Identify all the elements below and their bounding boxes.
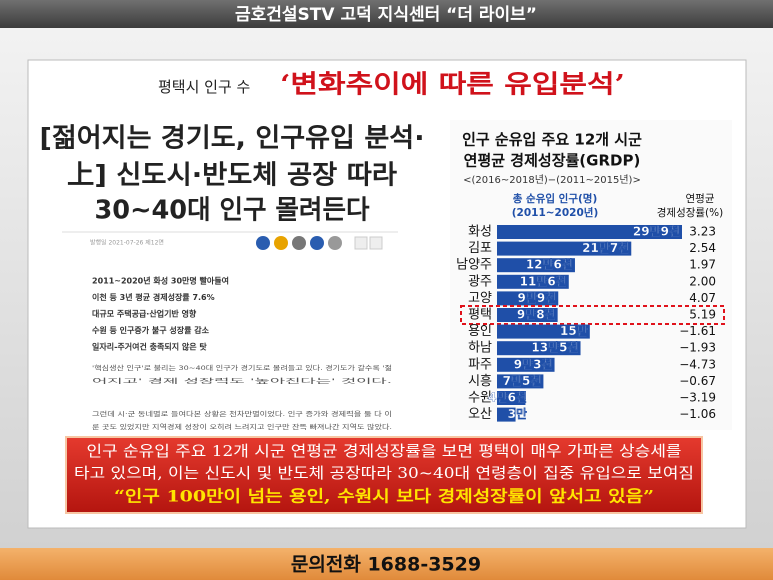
bar [497, 225, 682, 239]
bar [497, 258, 575, 273]
article-bullet: 수원 등 인구증가 불구 성장률 감소 [92, 325, 210, 335]
bar [497, 407, 516, 422]
callout-line: 인구 순유입 주요 12개 시군 연평균 경제성장률을 보면 평택이 매우 가파… [87, 442, 682, 460]
value-label: 9만8천 [517, 307, 556, 322]
share-icon[interactable] [256, 236, 270, 250]
bar [497, 241, 632, 256]
bar [497, 324, 590, 339]
growth-header: 연평균 [686, 193, 715, 205]
series-period: (2011~2020년) [512, 206, 599, 219]
value-label: 11만6천 [520, 273, 567, 288]
bar [497, 291, 559, 306]
growth-value: 2.54 [689, 241, 716, 255]
growth-value: −1.61 [679, 324, 716, 338]
bar [497, 308, 558, 322]
category-label: 오산 [468, 407, 492, 422]
header-title: 금호건설STV 고덕 지식센터 “더 라이브” [235, 5, 537, 25]
share-icon[interactable] [292, 236, 306, 250]
value-label: 3만 [508, 406, 527, 421]
footer-contact: 문의전화 1688-3529 [291, 554, 481, 576]
series-name: 총 순유입 인구(명) [513, 192, 598, 205]
category-label: 김포 [468, 241, 492, 256]
growth-value: 5.19 [689, 308, 716, 322]
category-label: 수원 [468, 391, 492, 406]
slide-title-prefix: 평택시 인구 수 [158, 78, 250, 96]
article-bullet: 대규모 주택공급·산업기반 영향 [92, 309, 197, 319]
slide-title: ‘변화추이에 따른 유입분석’ [280, 70, 625, 99]
growth-value: −4.73 [679, 357, 716, 371]
headline-line: 30~40대 인구 몰려든다 [95, 196, 370, 226]
category-label: 고양 [468, 291, 492, 306]
growth-value: 4.07 [689, 291, 716, 305]
category-label: 시흥 [468, 374, 492, 389]
bar [497, 374, 544, 389]
article-bullet: 이천 등 3년 평균 경제성장률 7.6% [92, 292, 215, 302]
share-icon[interactable] [310, 236, 324, 250]
chart-subtitle: <(2016~2018년)−(2011~2015년)> [463, 174, 641, 186]
article-bullet: 일자리-주거여건 충족되지 않은 탓 [92, 342, 207, 352]
article-meta: 발행일 2021-07-26 제12면 [90, 239, 164, 247]
value-label: 29만9천 [633, 224, 680, 239]
category-label: 하남 [468, 341, 492, 356]
share-icon[interactable] [328, 236, 342, 250]
category-label: 파주 [468, 357, 492, 372]
callout-emphasis: “인구 100만이 넘는 용인, 수원시 보다 경제성장률이 앞서고 있음” [114, 487, 654, 506]
bar [497, 357, 555, 372]
growth-value: −0.67 [679, 374, 716, 388]
bar [497, 274, 569, 289]
value-label: 15만 [560, 323, 588, 338]
growth-value: 1.97 [689, 258, 716, 272]
article-bullet: 2011~2020년 화성 30만명 빨아들여 [92, 276, 229, 286]
bar [497, 391, 526, 405]
growth-value: −1.93 [679, 341, 716, 355]
value-label: 7만5천 [503, 373, 542, 388]
growth-value: 2.00 [689, 274, 716, 288]
growth-value: −3.19 [679, 391, 716, 405]
highlight-box [460, 305, 725, 325]
bar [497, 341, 581, 356]
article-text: 룬 곳도 있었지만 지역경제 성장이 오히려 느려지고 인구만 잔뜩 빠져나간 … [92, 422, 392, 431]
article-text: '핵심생산 인구'로 불리는 30~40대 인구가 경기도로 몰려들고 있다. … [92, 363, 392, 372]
chart-title: 인구 순유입 주요 12개 시군 [462, 131, 642, 149]
callout-line: 타고 있으며, 이는 신도시 및 반도체 공장따라 30~40대 연령층이 집중… [74, 464, 694, 482]
chart-title: 연평균 경제성장률(GRDP) [464, 152, 641, 170]
growth-value: −1.06 [679, 407, 716, 421]
article-text: 어지고' 경제 성장력도 '높아진다는' 것이다. [92, 376, 392, 385]
article-text: 그런데 시·군 동네별로 들여다본 상황은 천차만별이었다. 인구 증가와 경제… [92, 409, 392, 418]
value-label: 21만7천 [582, 240, 629, 255]
category-label: 화성 [468, 225, 492, 240]
value-label: 12만6천 [526, 257, 573, 272]
category-label: 평택 [468, 308, 492, 323]
value-label: 9만3천 [514, 356, 553, 371]
footer-bar [0, 548, 773, 580]
category-label: 남양주 [456, 258, 492, 273]
headline-line: [젊어지는 경기도, 인구유입 분석· [40, 124, 425, 154]
category-label: 용인 [468, 324, 492, 339]
value-label: 4만6천 [488, 390, 527, 405]
growth-header: 경제성장률(%) [657, 206, 723, 219]
value-label: 9만9천 [517, 290, 556, 305]
headline-line: 上] 신도시·반도체 공장 따라 [67, 161, 397, 191]
font-button[interactable] [354, 236, 368, 250]
growth-value: 3.23 [689, 225, 716, 239]
chart: 인구 순유입 주요 12개 시군 연평균 경제성장률(GRDP) <(2016~… [450, 120, 732, 430]
article: [젊어지는 경기도, 인구유입 분석· 上] 신도시·반도체 공장 따라 30~… [40, 124, 425, 432]
value-label: 13만5천 [531, 340, 578, 355]
top-bar [0, 0, 773, 28]
callout-box [65, 436, 703, 514]
font-button[interactable] [369, 236, 383, 250]
category-label: 광주 [468, 274, 492, 289]
share-icon[interactable] [274, 236, 288, 250]
